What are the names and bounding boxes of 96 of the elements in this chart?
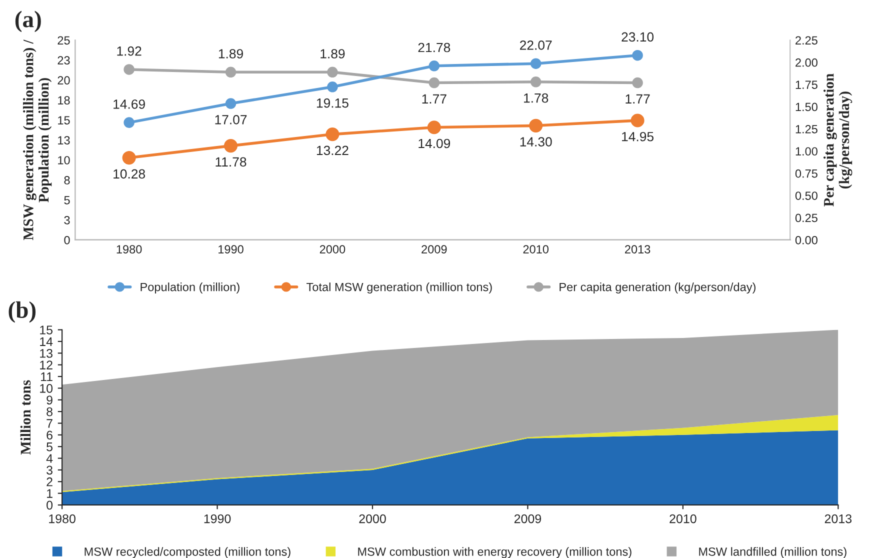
legend-label: Population (million) [140,282,240,294]
data-label: 1.89 [320,49,345,58]
y-tick-label: 23 [58,56,70,65]
y-tick-label: 8 [46,407,52,416]
point [326,128,340,142]
y-tick-label: 1 [47,489,52,498]
data-label: 1.78 [524,93,548,103]
y-tick-label: 25 [58,36,70,45]
y-tick-label: 15 [58,116,70,124]
x-tick-label: 1980 [49,514,76,524]
y-tick-label: 13 [58,136,70,144]
y2-tick-label: 0.75 [795,169,818,178]
y-tick-label: 20 [58,76,70,85]
legend-label: Total MSW generation (million tons) [306,282,492,294]
y-tick-label: 14 [40,337,53,346]
y-tick-label: 0 [64,236,70,244]
y-tick-label: 13 [40,348,52,358]
data-label: 14.09 [418,138,450,148]
x-tick-label: 2013 [824,514,852,524]
y2-tick-label: 1.50 [796,102,818,112]
y-tick-label: 3 [64,216,70,224]
legend-label: MSW recycled/composted (million tons) [84,547,290,558]
point [530,58,542,69]
y-tick-label: 8 [64,176,70,184]
data-label: 22.07 [520,40,552,50]
chart-title: (a) [15,10,41,32]
y-tick-label: 0 [46,500,53,510]
y2-tick-label: 1.00 [796,147,818,156]
point [225,98,236,109]
point [428,77,440,88]
y2-tick-label: 0.00 [795,236,818,244]
x-tick-label: 2009 [422,245,447,254]
y2-tick-label: 2.25 [796,36,818,45]
y-tick-label: 4 [46,454,53,463]
point [427,120,441,134]
data-label: 19.15 [316,98,348,108]
legend-label: MSW landfilled (million tons) [699,547,846,558]
x-tick-label: 2010 [523,245,549,254]
point [122,151,136,165]
data-label: 17.07 [215,115,247,124]
x-tick-label: 2009 [514,514,542,524]
point [530,76,542,88]
y2-tick-label: 0.25 [795,214,818,222]
y-tick-label: 18 [58,96,70,104]
point [428,60,440,72]
legend-label: Per capita generation (kg/person/day) [560,282,756,294]
y-tick-label: 3 [46,466,52,475]
data-label: 1.77 [626,94,650,104]
point [630,114,644,128]
point [632,77,643,88]
data-label: 23.10 [622,32,654,42]
x-tick-label: 2000 [320,245,346,254]
data-label: 10.28 [114,169,145,179]
data-label: 11.78 [216,157,246,167]
point [225,66,236,78]
data-label: 1.89 [218,49,243,58]
y-axis-title: Million tons [20,380,31,455]
data-label: 14.30 [520,137,552,146]
y-tick-label: 11 [41,372,52,382]
point [124,64,134,75]
x-tick-label: 2000 [359,514,386,524]
y-tick-label: 6 [46,430,52,440]
data-label: 14.95 [622,132,654,142]
x-tick-label: 2013 [625,245,650,254]
point [224,139,238,153]
y-tick-label: 7 [46,419,52,428]
y2-axis-title: Per capita generation (kg/person/day) [823,74,852,207]
point [529,118,543,132]
y-tick-label: 10 [58,156,70,164]
y-tick-label: 15 [40,326,53,334]
y2-tick-label: 1.75 [796,80,818,89]
data-label: 13.22 [316,146,348,156]
data-label: 14.69 [114,99,145,109]
y-tick-label: 2 [46,477,52,486]
data-label: 1.92 [117,46,142,56]
point [327,66,338,78]
y-tick-label: 5 [64,196,70,204]
data-label: 21.78 [418,42,450,52]
x-tick-label: 2010 [670,514,696,524]
y-tick-label: 10 [40,384,53,393]
y2-tick-label: 2.00 [796,58,818,67]
x-tick-label: 1990 [204,514,231,524]
point [124,117,134,128]
y2-tick-label: 1.25 [796,124,818,134]
y2-tick-label: 0.50 [795,192,818,200]
y-axis-title: MSW generation (million tons) / Population (million) [23,40,52,240]
point [632,50,643,61]
y-tick-label: 9 [46,396,52,405]
y-tick-label: 12 [40,360,52,370]
point [327,82,338,92]
data-label: 1.77 [422,94,446,104]
y-tick-label: 5 [46,442,53,452]
x-tick-label: 1980 [116,245,142,254]
chart-title: (b) [8,301,36,323]
x-tick-label: 1990 [218,245,244,254]
legend-label: MSW combustion with energy recovery (million tons) [358,547,632,558]
